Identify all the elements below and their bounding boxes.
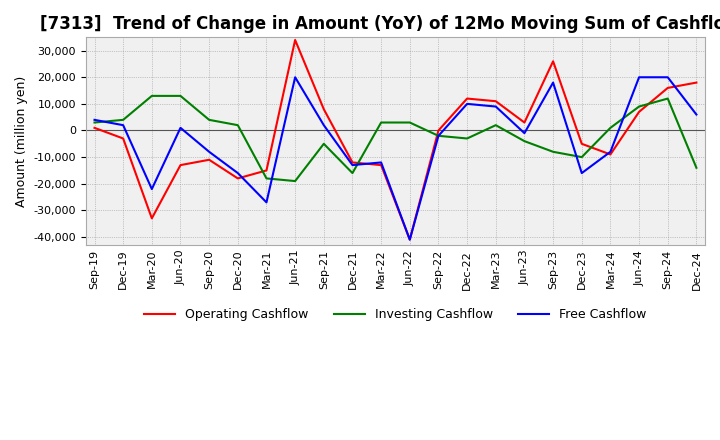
- Operating Cashflow: [606, 152, 615, 157]
- Investing Cashflow: [90, 120, 99, 125]
- Operating Cashflow: [405, 237, 414, 242]
- Operating Cashflow: [291, 37, 300, 43]
- Free Cashflow: [90, 117, 99, 122]
- Operating Cashflow: [176, 162, 185, 168]
- Investing Cashflow: [148, 93, 156, 99]
- Free Cashflow: [549, 80, 557, 85]
- Operating Cashflow: [204, 157, 213, 162]
- Free Cashflow: [348, 162, 357, 168]
- Investing Cashflow: [463, 136, 472, 141]
- Investing Cashflow: [577, 154, 586, 160]
- Free Cashflow: [606, 149, 615, 154]
- Line: Investing Cashflow: Investing Cashflow: [94, 96, 696, 181]
- Operating Cashflow: [348, 160, 357, 165]
- Free Cashflow: [692, 112, 701, 117]
- Investing Cashflow: [119, 117, 127, 122]
- Free Cashflow: [520, 131, 528, 136]
- Free Cashflow: [291, 75, 300, 80]
- Y-axis label: Amount (million yen): Amount (million yen): [15, 76, 28, 207]
- Operating Cashflow: [520, 120, 528, 125]
- Operating Cashflow: [434, 128, 443, 133]
- Free Cashflow: [663, 75, 672, 80]
- Free Cashflow: [320, 122, 328, 128]
- Free Cashflow: [463, 101, 472, 106]
- Free Cashflow: [176, 125, 185, 131]
- Free Cashflow: [377, 160, 385, 165]
- Investing Cashflow: [291, 179, 300, 184]
- Operating Cashflow: [692, 80, 701, 85]
- Investing Cashflow: [492, 122, 500, 128]
- Operating Cashflow: [377, 162, 385, 168]
- Operating Cashflow: [90, 125, 99, 131]
- Investing Cashflow: [233, 122, 242, 128]
- Free Cashflow: [434, 133, 443, 139]
- Operating Cashflow: [233, 176, 242, 181]
- Free Cashflow: [262, 200, 271, 205]
- Operating Cashflow: [549, 59, 557, 64]
- Free Cashflow: [233, 170, 242, 176]
- Investing Cashflow: [434, 133, 443, 139]
- Operating Cashflow: [635, 109, 644, 114]
- Investing Cashflow: [377, 120, 385, 125]
- Investing Cashflow: [520, 139, 528, 144]
- Investing Cashflow: [663, 96, 672, 101]
- Title: [7313]  Trend of Change in Amount (YoY) of 12Mo Moving Sum of Cashflows: [7313] Trend of Change in Amount (YoY) o…: [40, 15, 720, 33]
- Investing Cashflow: [204, 117, 213, 122]
- Free Cashflow: [405, 237, 414, 242]
- Operating Cashflow: [148, 216, 156, 221]
- Investing Cashflow: [405, 120, 414, 125]
- Free Cashflow: [204, 149, 213, 154]
- Operating Cashflow: [463, 96, 472, 101]
- Operating Cashflow: [577, 141, 586, 147]
- Investing Cashflow: [262, 176, 271, 181]
- Operating Cashflow: [119, 136, 127, 141]
- Operating Cashflow: [320, 106, 328, 112]
- Operating Cashflow: [262, 168, 271, 173]
- Free Cashflow: [492, 104, 500, 109]
- Line: Operating Cashflow: Operating Cashflow: [94, 40, 696, 240]
- Free Cashflow: [577, 170, 586, 176]
- Operating Cashflow: [663, 85, 672, 91]
- Free Cashflow: [148, 187, 156, 192]
- Investing Cashflow: [692, 165, 701, 170]
- Investing Cashflow: [348, 170, 357, 176]
- Investing Cashflow: [176, 93, 185, 99]
- Investing Cashflow: [606, 125, 615, 131]
- Free Cashflow: [119, 122, 127, 128]
- Investing Cashflow: [635, 104, 644, 109]
- Operating Cashflow: [492, 99, 500, 104]
- Free Cashflow: [635, 75, 644, 80]
- Investing Cashflow: [549, 149, 557, 154]
- Legend: Operating Cashflow, Investing Cashflow, Free Cashflow: Operating Cashflow, Investing Cashflow, …: [139, 303, 652, 326]
- Line: Free Cashflow: Free Cashflow: [94, 77, 696, 240]
- Investing Cashflow: [320, 141, 328, 147]
